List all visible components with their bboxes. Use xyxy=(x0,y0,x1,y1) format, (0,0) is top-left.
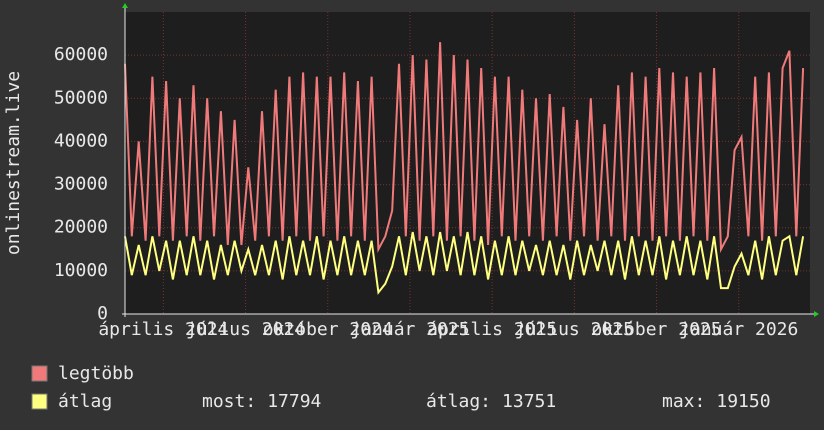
stat-label: most: xyxy=(202,391,256,412)
axis-arrow xyxy=(814,311,819,317)
legend-label: legtöbb xyxy=(58,363,134,384)
x-tick-label: január 2026 xyxy=(679,319,798,340)
y-tick-label: 50000 xyxy=(54,87,108,108)
y-tick-label: 30000 xyxy=(54,174,108,195)
x-tick-label: július 2024 xyxy=(186,319,305,340)
y-tick-label: 10000 xyxy=(54,260,108,281)
y-axis-label: onlinestream.live xyxy=(3,71,24,255)
stat-value: 19150 xyxy=(716,391,770,412)
series-line xyxy=(124,231,805,295)
plot-area xyxy=(125,12,810,314)
x-tick-label: április 2025 xyxy=(427,319,557,340)
axis-arrow xyxy=(122,3,128,8)
legend-swatch xyxy=(31,365,48,382)
stat-label: max: xyxy=(662,391,705,412)
stat-label: átlag: xyxy=(426,391,491,412)
y-tick-label: 40000 xyxy=(54,130,108,151)
x-tick-label: július 2025 xyxy=(515,319,634,340)
x-tick-label: október 2025 xyxy=(592,319,722,340)
x-tick-label: október 2024 xyxy=(263,319,393,340)
legend-label: átlag xyxy=(58,391,112,412)
y-tick-label: 60000 xyxy=(54,44,108,65)
x-tick-label: január 2025 xyxy=(350,319,469,340)
legend-swatch xyxy=(31,393,48,410)
stat-value: 17794 xyxy=(267,391,321,412)
stat-value: 13751 xyxy=(502,391,556,412)
series-line xyxy=(124,42,805,254)
x-tick-label: április 2024 xyxy=(98,319,228,340)
y-tick-label: 20000 xyxy=(54,217,108,238)
y-tick-label: 0 xyxy=(97,303,108,324)
